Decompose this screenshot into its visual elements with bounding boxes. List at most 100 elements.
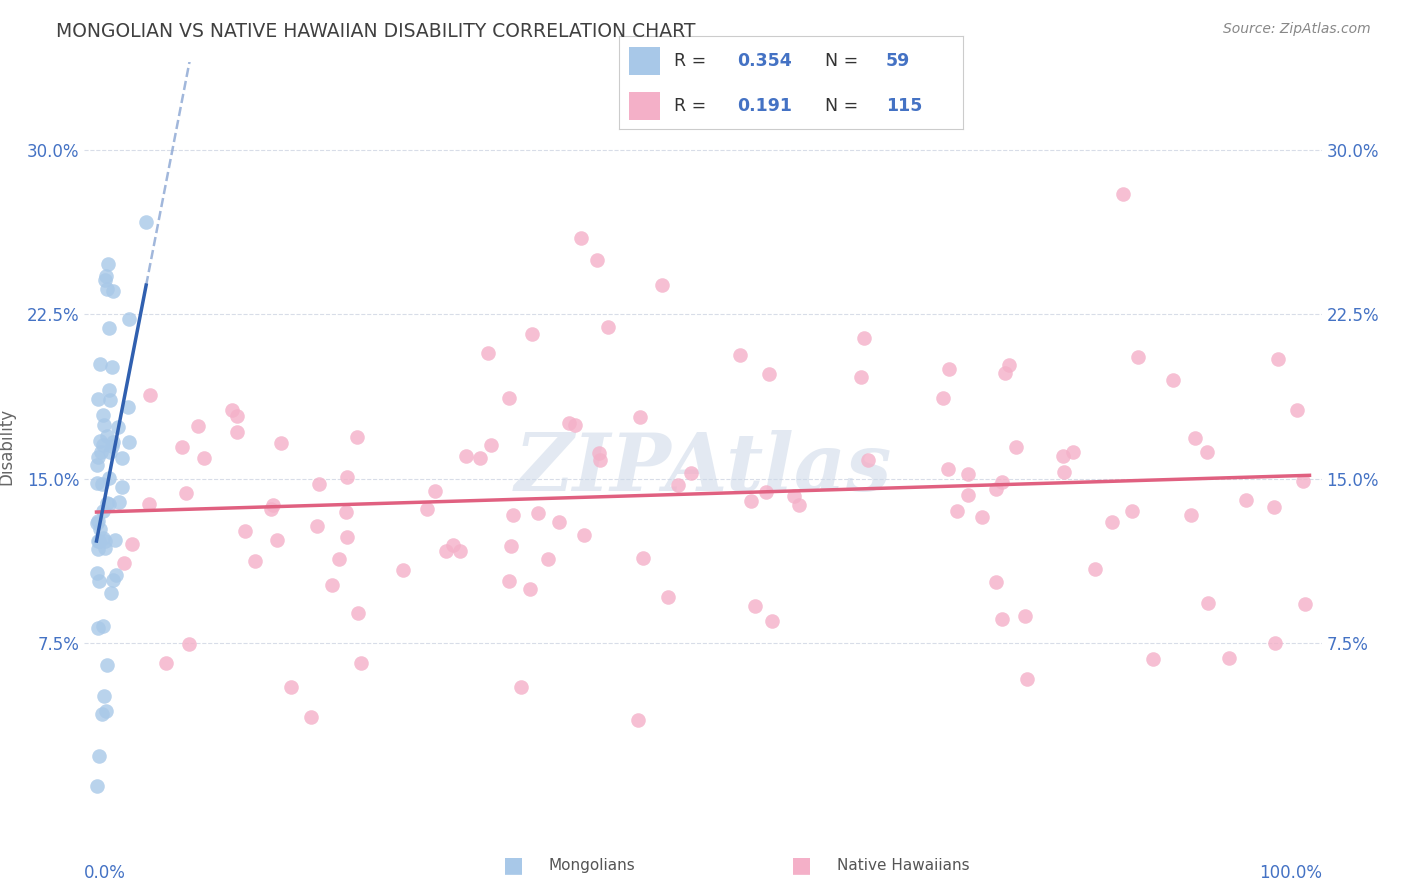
Point [98,393,121,408]
Point [96,704,118,718]
Text: ■: ■ [503,855,523,875]
Point [243,554,266,568]
Point [1126,351,1149,365]
Point [984,575,1007,590]
Point [87,534,110,549]
Text: Native Hawaiians: Native Hawaiians [837,858,969,872]
Text: 0.191: 0.191 [738,97,793,115]
Point [588,446,610,460]
Point [100,359,122,374]
Point [100,586,122,600]
Point [259,502,281,516]
Point [98,444,121,458]
Point [221,403,243,417]
Point [755,485,778,500]
Point [1017,672,1039,686]
Point [89,357,111,371]
Point [1267,351,1289,366]
Point [628,409,651,424]
Point [938,362,960,376]
Point [94,268,117,283]
Point [305,519,328,533]
Point [87,574,110,589]
Point [118,435,141,450]
Point [135,215,157,229]
Point [111,480,134,494]
Point [633,550,655,565]
Text: 100.0%: 100.0% [1258,864,1322,882]
Point [557,416,579,430]
Y-axis label: Disability: Disability [0,408,15,484]
Point [108,495,131,509]
FancyBboxPatch shape [628,47,659,75]
Point [586,252,609,267]
Point [90,445,112,459]
Text: N =: N = [825,97,865,115]
Point [564,418,586,433]
Point [350,657,373,671]
Text: ZIPAtlas: ZIPAtlas [515,430,891,508]
Text: 59: 59 [886,52,910,70]
Text: MONGOLIAN VS NATIVE HAWAIIAN DISABILITY CORRELATION CHART: MONGOLIAN VS NATIVE HAWAIIAN DISABILITY … [56,22,696,41]
Point [1014,609,1036,624]
Point [321,578,343,592]
Point [91,408,114,422]
Point [86,476,108,491]
Point [328,551,350,566]
Point [98,383,121,397]
Point [572,527,595,541]
Point [434,544,457,558]
Point [441,538,464,552]
Point [121,537,143,551]
Point [107,419,129,434]
Point [270,436,292,450]
Point [1218,651,1240,665]
Point [335,505,357,519]
Point [87,748,110,763]
Point [96,429,118,443]
Point [91,531,114,545]
Text: 115: 115 [886,97,922,115]
Text: ■: ■ [792,855,811,875]
Point [225,425,247,439]
Point [519,582,541,596]
Text: N =: N = [825,52,865,70]
Text: R =: R = [673,97,717,115]
Text: Mongolians: Mongolians [548,858,636,872]
Point [456,450,478,464]
Point [96,496,118,510]
Point [91,477,114,491]
Point [1084,562,1107,576]
Point [938,462,960,476]
Point [990,612,1012,626]
Point [502,508,524,523]
Point [104,533,127,547]
Point [956,487,979,501]
Point [498,574,520,588]
Point [93,541,115,555]
Point [86,458,108,473]
Point [97,257,120,271]
Point [932,391,955,405]
Point [87,621,110,635]
Point [280,680,302,694]
Point [520,327,543,342]
Point [101,284,124,298]
Point [589,453,612,467]
Point [101,434,124,449]
Point [87,450,110,465]
Point [498,391,520,405]
Point [86,542,108,557]
Point [86,779,108,793]
Point [91,619,114,633]
Point [1292,474,1315,488]
Point [91,706,114,721]
Point [89,533,111,548]
Point [177,637,200,651]
Point [193,450,215,465]
Point [569,231,592,245]
Point [499,539,522,553]
Point [139,387,162,401]
Point [111,450,134,465]
Point [477,345,499,359]
